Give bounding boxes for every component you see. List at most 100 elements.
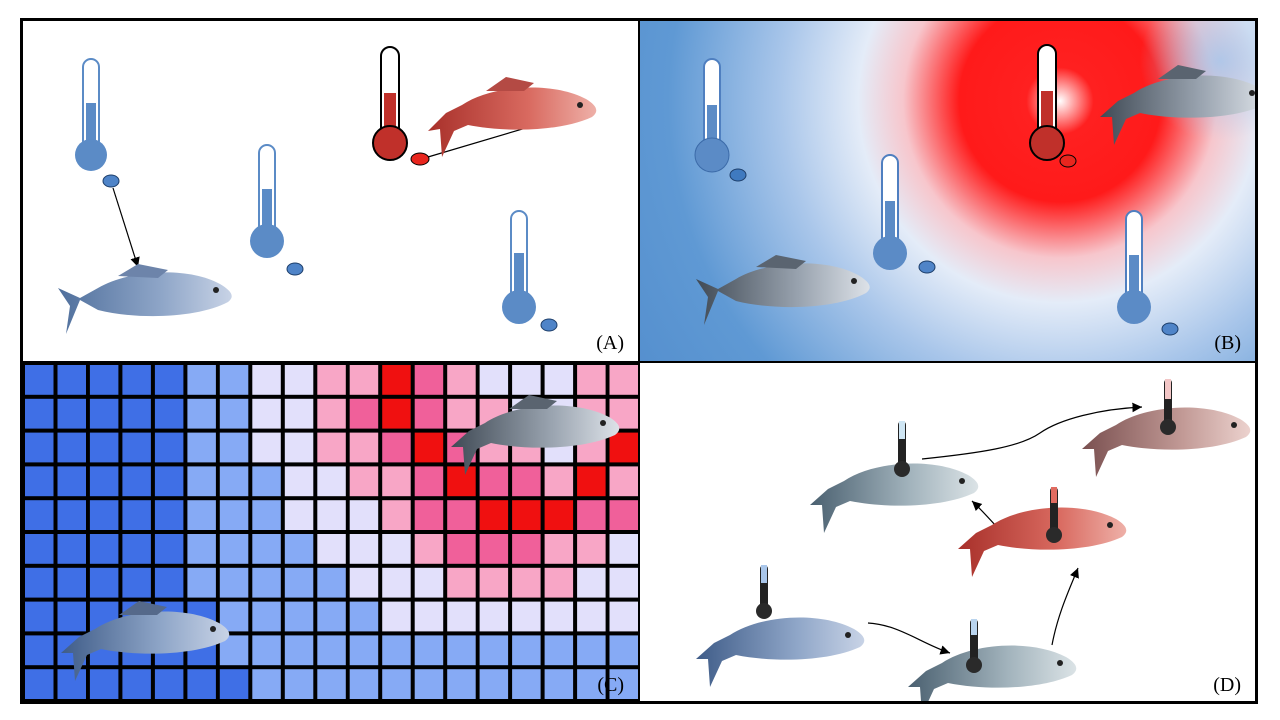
grid-cell — [89, 432, 119, 463]
grid-cell — [25, 669, 54, 699]
grid-cell — [609, 567, 638, 598]
tag-thermometer-icon — [1046, 487, 1062, 543]
tag-thermometer-icon — [756, 565, 772, 619]
grid-cell — [89, 398, 119, 429]
grid-cell — [414, 398, 444, 429]
grid-cell — [57, 365, 86, 395]
grid-cell — [122, 567, 151, 598]
fish-icon — [1082, 407, 1251, 477]
grid-cell — [25, 432, 54, 463]
grid-cell — [349, 534, 379, 564]
sensor-dot — [729, 168, 747, 182]
grid-cell — [414, 466, 444, 497]
grid-cell — [609, 601, 638, 632]
grid-cell — [577, 365, 606, 395]
thermometer-icon — [372, 46, 408, 161]
grid-cell — [122, 432, 151, 463]
grid-cell — [25, 398, 54, 429]
grid-cell — [284, 534, 314, 564]
grid-cell — [187, 567, 216, 598]
grid-cell — [382, 365, 411, 395]
grid-cell — [89, 466, 119, 497]
tag-thermometer-icon — [894, 421, 910, 477]
grid-cell — [25, 365, 54, 395]
panel-c: (C) — [23, 363, 640, 701]
grid-cell — [544, 635, 574, 666]
grid-cell — [382, 567, 411, 598]
grid-cell — [154, 398, 184, 429]
grid-cell — [577, 601, 606, 632]
grid-cell — [349, 466, 379, 497]
grid-cell — [89, 534, 119, 564]
grid-cell — [447, 567, 476, 598]
grid-cell — [414, 669, 444, 699]
grid-cell — [349, 567, 379, 598]
fish-icon — [696, 617, 865, 687]
grid-cell — [89, 567, 119, 598]
grid-cell — [544, 567, 574, 598]
grid-cell — [284, 365, 314, 395]
grid-cell — [577, 567, 606, 598]
grid-cell — [187, 466, 216, 497]
grid-cell — [447, 601, 476, 632]
thermometer-icon — [250, 144, 284, 258]
grid-cell — [57, 567, 86, 598]
panel-d-drawing — [696, 379, 1251, 701]
grid-cell — [154, 500, 184, 530]
grid-cell — [219, 567, 249, 598]
grid-cell — [317, 635, 346, 666]
grid-cell — [317, 601, 346, 632]
panel-b-drawing — [640, 21, 1255, 361]
grid-cell — [317, 466, 346, 497]
sensor-dot — [1059, 154, 1077, 168]
grid-cell — [252, 365, 281, 395]
grid-cell — [219, 601, 249, 632]
grid-cell — [349, 635, 379, 666]
grid-cell — [25, 534, 54, 564]
grid-cell — [512, 534, 541, 564]
grid-cell — [252, 466, 281, 497]
fish-icon — [428, 77, 597, 157]
grid-cell — [187, 500, 216, 530]
grid-cell — [414, 365, 444, 395]
sensor-dot — [410, 152, 430, 166]
grid-cell — [512, 567, 541, 598]
grid-cell — [544, 500, 574, 530]
grid-cell — [479, 466, 509, 497]
grid-cell — [414, 601, 444, 632]
grid-cell — [609, 669, 638, 699]
sensor-dot — [102, 174, 120, 188]
thermometer-icon — [1029, 44, 1065, 161]
grid-cell — [479, 365, 509, 395]
grid-cell — [382, 601, 411, 632]
grid-cell — [187, 398, 216, 429]
grid-cell — [349, 432, 379, 463]
grid-cell — [25, 466, 54, 497]
grid-cell — [544, 669, 574, 699]
grid-cell — [122, 500, 151, 530]
grid-cell — [609, 365, 638, 395]
grid-cell — [447, 398, 476, 429]
grid-cell — [577, 669, 606, 699]
panel-label-a: (A) — [596, 332, 624, 354]
grid-cell — [284, 466, 314, 497]
grid-cell — [609, 466, 638, 497]
grid-cell — [382, 669, 411, 699]
grid-cell — [122, 398, 151, 429]
grid-cell — [349, 398, 379, 429]
grid-cell — [154, 466, 184, 497]
grid-cell — [25, 567, 54, 598]
grid-cell — [609, 500, 638, 530]
grid-cell — [544, 601, 574, 632]
grid-cell — [219, 398, 249, 429]
grid-cell — [25, 635, 54, 666]
grid-cell — [89, 669, 119, 699]
grid-cell — [219, 669, 249, 699]
grid-cell — [317, 567, 346, 598]
grid-cell — [349, 500, 379, 530]
grid-cell — [219, 365, 249, 395]
grid-cell — [512, 669, 541, 699]
grid-cell — [382, 635, 411, 666]
fish-icon — [451, 395, 620, 475]
grid-cell — [219, 432, 249, 463]
